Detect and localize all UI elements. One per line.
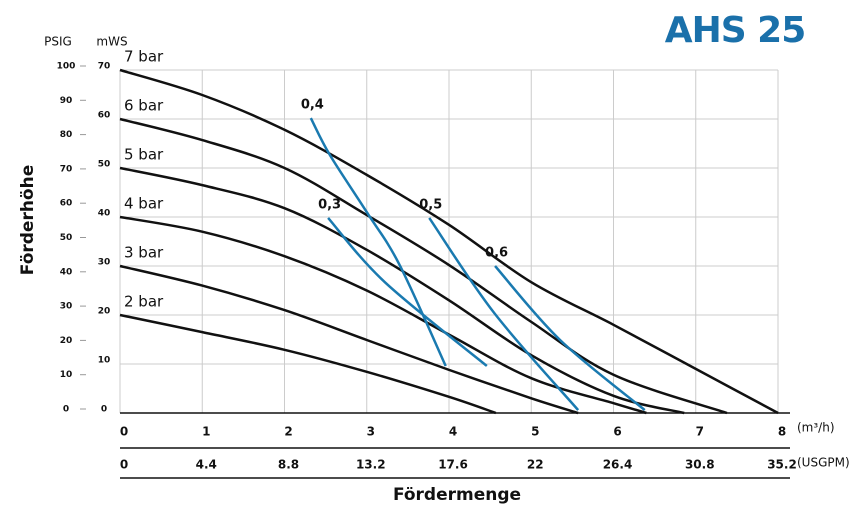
y2-tick-label: 100	[57, 62, 76, 72]
x-tick-label: 4	[449, 425, 457, 439]
y-tick-label: 30	[98, 258, 111, 268]
curve	[119, 166, 685, 415]
x-tick-label: 5	[531, 425, 539, 439]
curve	[119, 313, 497, 415]
curve	[119, 117, 728, 415]
y2-tick-label: 60	[60, 199, 73, 209]
x-unit: (m³/h)	[797, 421, 835, 435]
y2-unit: PSIG	[44, 35, 72, 49]
curve-label: 2 bar	[124, 293, 164, 311]
x2-tick-label: 30.8	[685, 458, 715, 472]
y2-tick-label: 10	[60, 370, 73, 380]
y2-tick-label: 0	[63, 405, 69, 415]
x-tick-label: 1	[202, 425, 210, 439]
x-tick-label: 2	[284, 425, 292, 439]
curve-label: 4 bar	[124, 195, 164, 213]
curve-label: 6 bar	[124, 97, 164, 115]
curve-label: 0,3	[318, 197, 341, 212]
curve	[119, 215, 647, 415]
x2-tick-label: 35.2	[767, 458, 797, 472]
x-tick-label: 6	[613, 425, 621, 439]
y-tick-label: 0	[101, 405, 107, 415]
y2-tick-label: 70	[60, 164, 73, 174]
y2-tick-label: 20	[60, 336, 73, 346]
curve-label: 3 bar	[124, 244, 164, 262]
curve	[119, 68, 779, 415]
x-axis-label: Fördermenge	[393, 485, 521, 505]
x2-tick-label: 17.6	[438, 458, 468, 472]
curve	[428, 217, 580, 411]
y2-tick-label: 50	[60, 233, 73, 243]
y2-tick-label: 30	[60, 302, 73, 312]
y-tick-label: 70	[98, 62, 111, 72]
y2-tick-label: 80	[60, 130, 73, 140]
curve-label: 0,5	[419, 197, 442, 212]
curve-label: 7 bar	[124, 48, 164, 66]
y2-tick-label: 90	[60, 96, 73, 106]
y-tick-label: 50	[98, 160, 111, 170]
x2-unit: (USGPM)	[797, 456, 850, 470]
x2-tick-label: 0	[120, 458, 128, 472]
y2-tick-label: 40	[60, 267, 73, 277]
x2-tick-label: 8.8	[278, 458, 299, 472]
y-tick-label: 10	[98, 356, 111, 366]
y-tick-label: 60	[98, 111, 111, 121]
curve	[494, 265, 646, 412]
x-tick-label: 3	[367, 425, 375, 439]
chart-title: AHS 25	[665, 10, 806, 51]
y-unit: mWS	[96, 35, 127, 49]
x-tick-label: 8	[778, 425, 786, 439]
y-axis-label: Förderhöhe	[18, 165, 38, 275]
x2-tick-label: 26.4	[603, 458, 633, 472]
curve-label: 5 bar	[124, 146, 164, 164]
x2-tick-label: 4.4	[196, 458, 217, 472]
x2-tick-label: 22	[527, 458, 544, 472]
x2-tick-label: 13.2	[356, 458, 386, 472]
curve-label: 0,6	[485, 246, 508, 261]
curve	[119, 264, 579, 415]
x-tick-label: 7	[696, 425, 704, 439]
curve	[327, 217, 488, 367]
curve	[309, 117, 447, 367]
curve-label: 0,4	[301, 98, 324, 113]
y-tick-label: 20	[98, 307, 111, 317]
y-tick-label: 40	[98, 209, 111, 219]
x-tick-label: 0	[120, 425, 128, 439]
